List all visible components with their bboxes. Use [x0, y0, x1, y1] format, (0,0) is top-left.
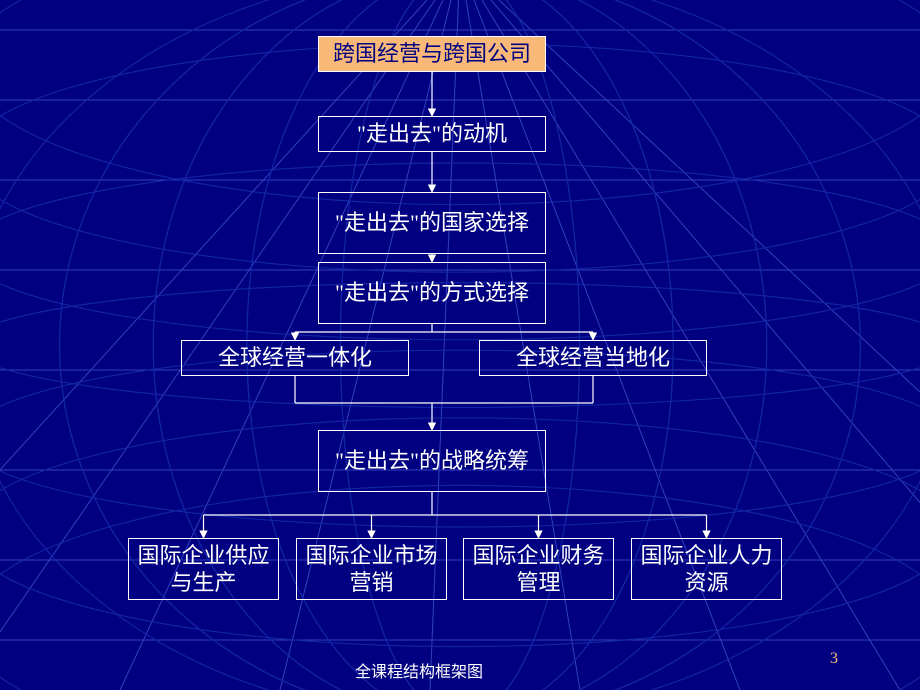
node-label: 国际企业人力资源: [636, 542, 777, 597]
node-label: 跨国经营与跨国公司: [333, 40, 531, 68]
node-motive: "走出去"的动机: [318, 116, 546, 152]
node-root: 跨国经营与跨国公司: [318, 36, 546, 72]
node-label: 国际企业财务管理: [468, 542, 609, 597]
node-mode: "走出去"的方式选择: [318, 262, 546, 324]
node-localization: 全球经营当地化: [479, 340, 707, 376]
node-bottom-supply: 国际企业供应与生产: [128, 538, 279, 600]
node-country: "走出去"的国家选择: [318, 192, 546, 254]
node-label: 全球经营当地化: [516, 344, 670, 372]
node-bottom-hr: 国际企业人力资源: [631, 538, 782, 600]
node-label: "走出去"的方式选择: [335, 279, 529, 307]
page-number: 3: [830, 650, 838, 668]
node-integration: 全球经营一体化: [181, 340, 409, 376]
node-label: 国际企业供应与生产: [133, 542, 274, 597]
node-label: 国际企业市场营销: [301, 542, 442, 597]
node-label: 全球经营一体化: [218, 344, 372, 372]
footer-caption: 全课程结构框架图: [355, 658, 483, 682]
node-label: "走出去"的动机: [357, 120, 507, 148]
node-label: "走出去"的战略统筹: [335, 447, 529, 475]
node-bottom-marketing: 国际企业市场营销: [296, 538, 447, 600]
slide-content: 跨国经营与跨国公司 "走出去"的动机 "走出去"的国家选择 "走出去"的方式选择…: [0, 0, 920, 690]
node-strategy: "走出去"的战略统筹: [318, 430, 546, 492]
node-label: "走出去"的国家选择: [335, 209, 529, 237]
node-bottom-finance: 国际企业财务管理: [463, 538, 614, 600]
